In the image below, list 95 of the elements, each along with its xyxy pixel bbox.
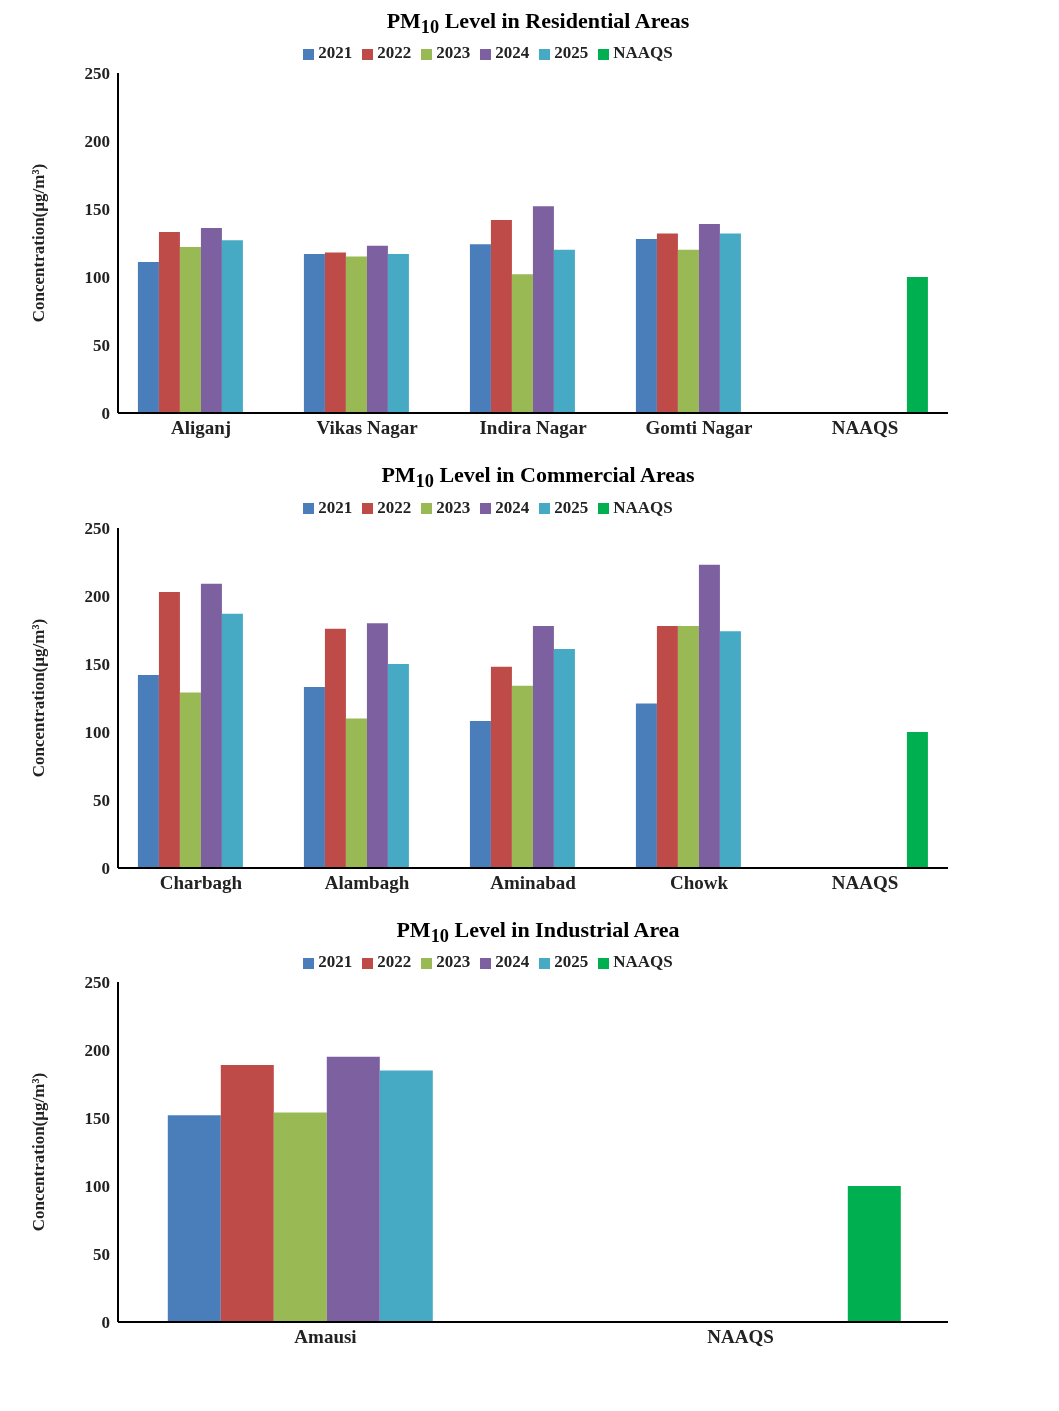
bar: [553, 648, 575, 868]
bar: [635, 703, 657, 868]
chart-title: PM$_{10}$ Level in Industrial Area: [395, 916, 681, 948]
y-tick-label: 0: [101, 404, 110, 424]
legend-label: 2023: [436, 952, 471, 972]
bar: [345, 256, 367, 414]
x-tick-label: Aminabad: [490, 872, 577, 894]
bar: [200, 583, 222, 868]
legend-label: 2023: [436, 43, 471, 63]
bar: [200, 228, 222, 414]
x-tick-label: NAAQS: [831, 417, 899, 439]
x-tick-label: Aliganj: [170, 417, 232, 439]
legend-label: 2025: [554, 43, 589, 63]
x-tick-label: Vikas Nagar: [316, 417, 419, 439]
y-tick-label: 150: [84, 200, 110, 220]
chart-title: PM$_{10}$ Level in Commercial Areas: [380, 462, 696, 493]
bar: [324, 628, 346, 868]
y-axis-title: Concentration(µg/m³): [29, 164, 49, 323]
legend-label: 2021: [318, 43, 353, 63]
bar: [303, 254, 325, 414]
y-tick-label: 0: [101, 858, 110, 878]
legend-label: NAAQS: [613, 952, 673, 972]
bar: [179, 247, 201, 414]
legend-label: 2024: [495, 952, 530, 972]
bar: [511, 274, 533, 414]
bar: [158, 591, 180, 868]
legend-label: 2025: [554, 497, 589, 517]
y-tick-label: 200: [84, 1041, 110, 1061]
x-tick-label: Amausi: [294, 1326, 357, 1348]
bar: [179, 692, 201, 868]
legend-label: NAAQS: [613, 43, 673, 63]
bar: [677, 250, 699, 414]
bar: [906, 277, 928, 414]
legend-label: 2022: [377, 497, 412, 517]
bar: [366, 622, 388, 868]
bar: [366, 246, 388, 414]
x-tick-label: Gomti Nagar: [645, 417, 754, 439]
y-tick-label: 150: [84, 1109, 110, 1129]
bar: [656, 233, 678, 414]
bar: [345, 718, 367, 868]
legend-label: 2021: [318, 952, 353, 972]
legend-label: 2023: [436, 497, 471, 517]
bar: [698, 224, 720, 414]
y-tick-label: 100: [84, 1177, 110, 1197]
y-tick-label: 50: [93, 336, 110, 356]
y-axis-title: Concentration(µg/m³): [29, 618, 49, 777]
y-axis-title: Concentration(µg/m³): [29, 1072, 49, 1232]
bar: [490, 220, 512, 414]
bar: [656, 625, 678, 868]
legend-label: 2024: [495, 43, 530, 63]
bar: [469, 244, 491, 414]
legend-label: 2022: [377, 952, 412, 972]
y-tick-label: 100: [84, 722, 110, 742]
bar: [553, 250, 575, 414]
y-tick-label: 150: [84, 654, 110, 674]
bar: [158, 232, 180, 414]
bar: [532, 625, 554, 868]
x-tick-label: Charbagh: [159, 872, 243, 894]
bar: [698, 564, 720, 868]
y-tick-label: 50: [93, 790, 110, 810]
legend-label: 2024: [495, 497, 530, 517]
bar: [532, 206, 554, 414]
bar: [511, 685, 533, 868]
bar: [137, 262, 159, 414]
y-tick-label: 250: [84, 973, 110, 993]
bar: [635, 239, 657, 414]
bar: [221, 613, 243, 868]
x-tick-label: Alambagh: [324, 872, 410, 894]
bar: [677, 625, 699, 868]
legend-label: 2021: [318, 497, 353, 517]
y-tick-label: 250: [84, 64, 110, 84]
y-tick-label: 100: [84, 268, 110, 288]
bar: [490, 666, 512, 868]
bar: [719, 631, 741, 868]
legend-label: NAAQS: [613, 497, 673, 517]
legend-label: 2022: [377, 43, 412, 63]
y-tick-label: 50: [93, 1245, 110, 1265]
bar: [387, 663, 409, 868]
bar: [719, 233, 741, 414]
bar: [387, 254, 409, 414]
x-tick-label: Indira Nagar: [479, 417, 588, 439]
y-tick-label: 250: [84, 518, 110, 538]
bar: [469, 720, 491, 868]
bar: [221, 240, 243, 414]
bar: [906, 731, 928, 868]
x-tick-label: Chowk: [669, 872, 729, 894]
bar: [137, 674, 159, 868]
legend-label: 2025: [554, 952, 589, 972]
bar: [303, 686, 325, 868]
bar: [324, 252, 346, 414]
chart-title: PM$_{10}$ Level in Residential Areas: [385, 8, 691, 39]
y-tick-label: 0: [101, 1313, 110, 1333]
x-tick-label: NAAQS: [831, 872, 899, 894]
y-tick-label: 200: [84, 132, 110, 152]
y-tick-label: 200: [84, 586, 110, 606]
